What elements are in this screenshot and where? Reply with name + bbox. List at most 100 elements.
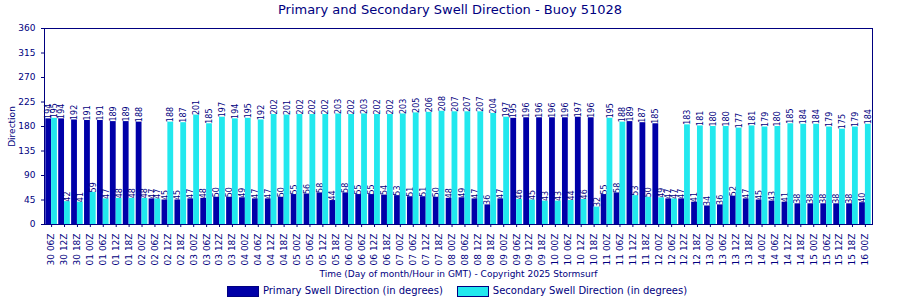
svg-text:175: 175 <box>838 114 847 129</box>
svg-text:196: 196 <box>535 103 544 118</box>
svg-text:14 00Z: 14 00Z <box>757 234 767 266</box>
svg-text:195: 195 <box>50 103 59 118</box>
svg-text:15 12Z: 15 12Z <box>834 234 844 266</box>
svg-text:183: 183 <box>683 110 692 125</box>
svg-text:16 00Z: 16 00Z <box>860 234 870 266</box>
svg-text:43: 43 <box>541 191 550 201</box>
svg-text:189: 189 <box>109 106 118 121</box>
svg-text:12 18Z: 12 18Z <box>692 234 702 266</box>
svg-text:13 18Z: 13 18Z <box>744 234 754 266</box>
svg-text:179: 179 <box>825 112 834 127</box>
svg-text:04 12Z: 04 12Z <box>266 234 276 266</box>
svg-text:207: 207 <box>451 97 460 112</box>
svg-text:02 12Z: 02 12Z <box>163 234 173 266</box>
svg-text:180: 180 <box>709 111 718 126</box>
svg-text:09 06Z: 09 06Z <box>512 234 522 266</box>
svg-text:202: 202 <box>373 99 382 114</box>
svg-text:03 00Z: 03 00Z <box>189 234 199 266</box>
svg-text:202: 202 <box>270 99 279 114</box>
svg-text:0: 0 <box>30 219 36 229</box>
svg-text:197: 197 <box>502 102 511 117</box>
svg-text:135: 135 <box>18 146 35 156</box>
svg-text:07 12Z: 07 12Z <box>421 234 431 266</box>
svg-text:188: 188 <box>618 107 627 122</box>
svg-text:09 18Z: 09 18Z <box>537 234 547 266</box>
svg-text:02 18Z: 02 18Z <box>176 234 186 266</box>
svg-text:44: 44 <box>567 190 576 200</box>
svg-text:196: 196 <box>548 103 557 118</box>
svg-text:15 18Z: 15 18Z <box>847 234 857 266</box>
svg-text:191: 191 <box>83 105 92 120</box>
svg-text:179: 179 <box>761 112 770 127</box>
svg-text:12 06Z: 12 06Z <box>667 234 677 266</box>
svg-text:49: 49 <box>657 188 666 198</box>
svg-text:206: 206 <box>425 97 434 112</box>
svg-text:90: 90 <box>24 170 36 180</box>
svg-text:14 12Z: 14 12Z <box>783 234 793 266</box>
svg-text:04 18Z: 04 18Z <box>279 234 289 266</box>
svg-text:188: 188 <box>135 107 144 122</box>
svg-text:195: 195 <box>244 103 253 118</box>
svg-text:14 18Z: 14 18Z <box>796 234 806 266</box>
svg-text:08 00Z: 08 00Z <box>447 234 457 266</box>
svg-text:12 12Z: 12 12Z <box>679 234 689 266</box>
svg-text:05 00Z: 05 00Z <box>292 234 302 266</box>
svg-text:315: 315 <box>18 48 35 58</box>
svg-text:201: 201 <box>192 100 201 115</box>
svg-text:189: 189 <box>122 106 131 121</box>
svg-text:187: 187 <box>179 107 188 122</box>
svg-text:11 12Z: 11 12Z <box>628 234 638 266</box>
svg-text:08 06Z: 08 06Z <box>460 234 470 266</box>
svg-text:197: 197 <box>574 102 583 117</box>
svg-text:184: 184 <box>799 109 808 124</box>
svg-text:184: 184 <box>812 109 821 124</box>
svg-text:188: 188 <box>166 107 175 122</box>
svg-text:48: 48 <box>115 188 124 198</box>
svg-text:177: 177 <box>735 113 744 128</box>
svg-text:13 00Z: 13 00Z <box>705 234 715 266</box>
svg-text:45: 45 <box>24 195 35 205</box>
svg-text:08 12Z: 08 12Z <box>473 234 483 266</box>
svg-text:11 06Z: 11 06Z <box>615 234 625 266</box>
svg-text:41: 41 <box>76 192 85 202</box>
svg-text:195: 195 <box>606 103 615 118</box>
svg-text:181: 181 <box>696 111 705 126</box>
svg-text:179: 179 <box>851 112 860 127</box>
svg-text:30 06Z: 30 06Z <box>46 234 56 266</box>
svg-text:201: 201 <box>283 100 292 115</box>
svg-text:01 06Z: 01 06Z <box>98 234 108 266</box>
svg-text:30 12Z: 30 12Z <box>59 234 69 266</box>
svg-text:194: 194 <box>231 104 240 119</box>
svg-text:15 06Z: 15 06Z <box>822 234 832 266</box>
svg-text:197: 197 <box>218 102 227 117</box>
svg-text:203: 203 <box>334 99 343 114</box>
svg-text:46: 46 <box>580 189 589 199</box>
svg-text:30 18Z: 30 18Z <box>72 234 82 266</box>
svg-text:Direction: Direction <box>7 106 17 147</box>
svg-text:06 00Z: 06 00Z <box>344 234 354 266</box>
svg-text:07 06Z: 07 06Z <box>408 234 418 266</box>
svg-text:187: 187 <box>638 107 647 122</box>
svg-text:46: 46 <box>515 189 524 199</box>
svg-text:05 12Z: 05 12Z <box>318 234 328 266</box>
svg-text:12 00Z: 12 00Z <box>654 234 664 266</box>
svg-text:207: 207 <box>463 97 472 112</box>
svg-text:43: 43 <box>554 191 563 201</box>
svg-text:14 06Z: 14 06Z <box>770 234 780 266</box>
svg-text:15 00Z: 15 00Z <box>809 234 819 266</box>
svg-text:32: 32 <box>593 197 602 207</box>
svg-text:47: 47 <box>670 189 679 199</box>
svg-text:185: 185 <box>786 108 795 123</box>
svg-text:203: 203 <box>360 99 369 114</box>
svg-text:13 06Z: 13 06Z <box>718 234 728 266</box>
svg-text:07 18Z: 07 18Z <box>434 234 444 266</box>
svg-text:09 12Z: 09 12Z <box>524 234 534 266</box>
svg-text:06 18Z: 06 18Z <box>382 234 392 266</box>
svg-text:10 00Z: 10 00Z <box>550 234 560 266</box>
svg-text:50: 50 <box>644 187 653 197</box>
svg-text:06 06Z: 06 06Z <box>357 234 367 266</box>
svg-text:10 12Z: 10 12Z <box>576 234 586 266</box>
svg-text:03 12Z: 03 12Z <box>214 234 224 266</box>
svg-text:202: 202 <box>321 99 330 114</box>
svg-text:02 00Z: 02 00Z <box>137 234 147 266</box>
